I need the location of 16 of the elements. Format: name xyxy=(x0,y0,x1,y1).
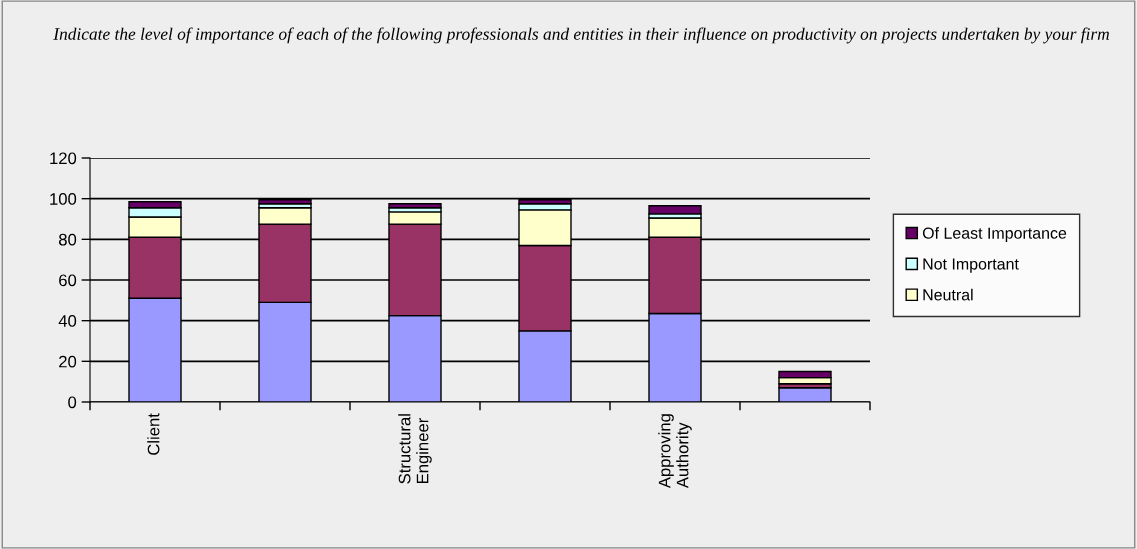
y-tick-label: 40 xyxy=(58,315,77,327)
chart-title: Indicate the level of importance of each of the following professionals and entities in their influence on productivity on projects undertaken by your firm xyxy=(53,27,1109,44)
y-tick-label: 0 xyxy=(68,396,77,409)
y-tick-label: 80 xyxy=(58,233,77,246)
y-tick-label: 60 xyxy=(59,274,77,287)
legend-label: Not Important xyxy=(923,258,1019,273)
y-tick-label: 20 xyxy=(59,355,77,368)
x-tick-label: Client xyxy=(147,413,160,455)
bar xyxy=(648,205,702,215)
legend-label: Of Least Importance xyxy=(922,227,1067,242)
x-tick-label: Structural Engineer xyxy=(398,414,432,484)
bar xyxy=(388,203,442,209)
legend-label: Neutral xyxy=(923,288,973,301)
x-tick-label: Approving Authority xyxy=(658,414,692,489)
y-tick-label: 100 xyxy=(50,193,77,205)
y-tick-label: 120 xyxy=(50,152,77,165)
